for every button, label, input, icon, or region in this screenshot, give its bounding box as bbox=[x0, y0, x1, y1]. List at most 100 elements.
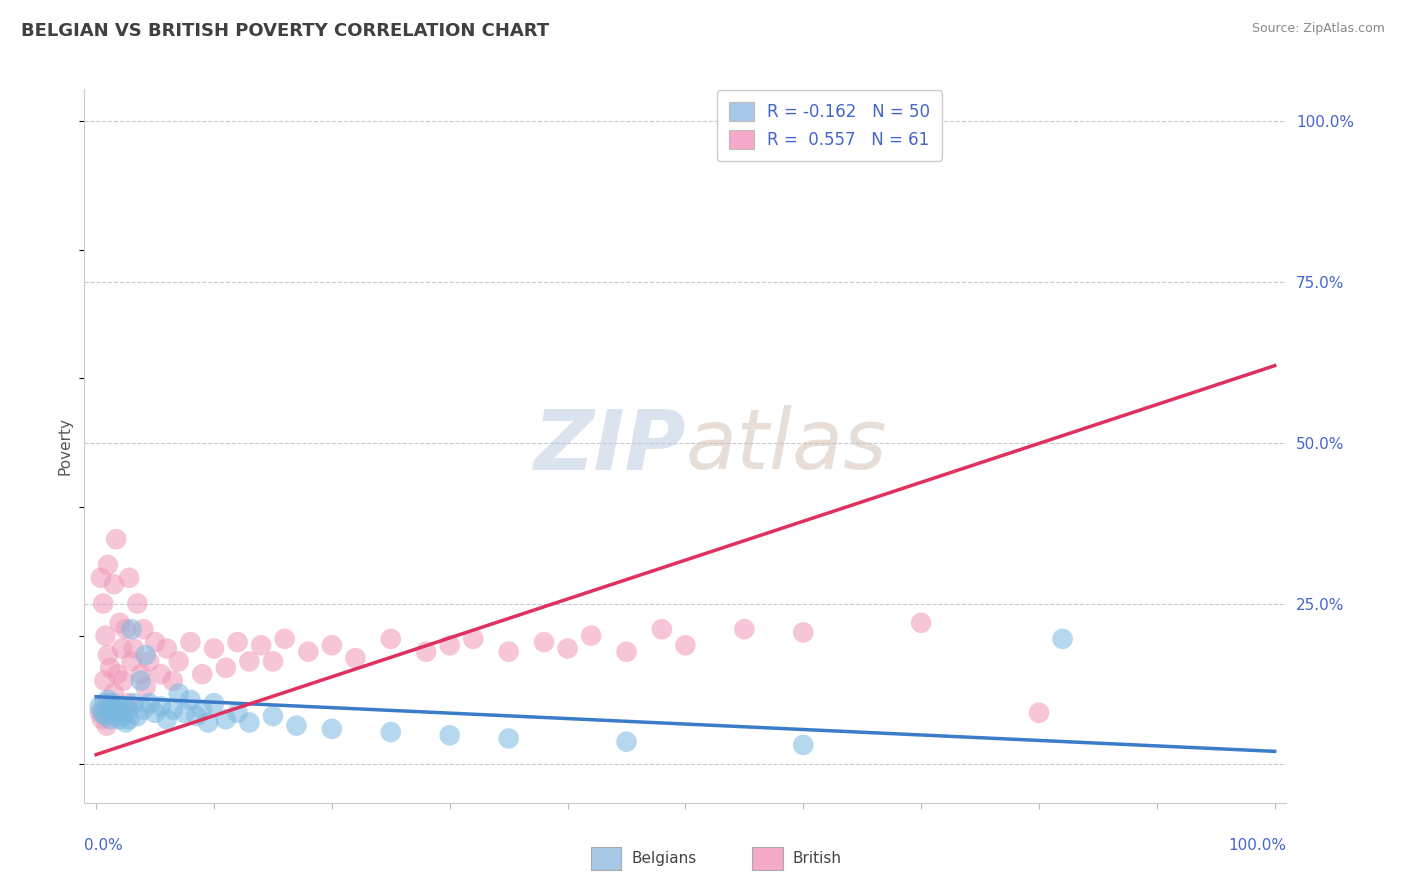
Point bbox=[191, 702, 214, 716]
Point bbox=[118, 712, 141, 726]
Text: BELGIAN VS BRITISH POVERTY CORRELATION CHART: BELGIAN VS BRITISH POVERTY CORRELATION C… bbox=[21, 22, 550, 40]
Point bbox=[262, 654, 284, 668]
Point bbox=[215, 661, 238, 675]
Point bbox=[97, 693, 120, 707]
Point bbox=[105, 709, 128, 723]
Point bbox=[103, 706, 125, 720]
Y-axis label: Poverty: Poverty bbox=[58, 417, 73, 475]
Point bbox=[297, 645, 319, 659]
Point bbox=[97, 558, 120, 572]
Point bbox=[127, 709, 149, 723]
Point bbox=[132, 702, 155, 716]
Point bbox=[91, 597, 114, 611]
Point bbox=[439, 728, 461, 742]
Point bbox=[129, 667, 152, 681]
Point bbox=[121, 622, 143, 636]
Point bbox=[321, 722, 343, 736]
Point bbox=[415, 645, 437, 659]
Point bbox=[179, 635, 201, 649]
Point bbox=[162, 673, 184, 688]
Text: Belgians: Belgians bbox=[631, 851, 696, 866]
Point bbox=[100, 699, 122, 714]
Point bbox=[156, 712, 179, 726]
Point bbox=[135, 648, 157, 662]
Point bbox=[321, 638, 343, 652]
Point bbox=[114, 699, 136, 714]
Point bbox=[122, 696, 145, 710]
Point bbox=[1028, 706, 1050, 720]
Point bbox=[167, 654, 190, 668]
Point bbox=[733, 622, 755, 636]
Legend: R = -0.162   N = 50, R =  0.557   N = 61: R = -0.162 N = 50, R = 0.557 N = 61 bbox=[717, 90, 942, 161]
Point bbox=[380, 725, 402, 739]
Point bbox=[1052, 632, 1074, 646]
Point bbox=[143, 635, 166, 649]
Point bbox=[117, 702, 139, 716]
Point bbox=[97, 648, 120, 662]
Point bbox=[108, 615, 131, 630]
Point bbox=[162, 702, 184, 716]
Point bbox=[792, 625, 814, 640]
Point bbox=[463, 632, 485, 646]
Point bbox=[616, 735, 638, 749]
Point bbox=[238, 715, 260, 730]
Point bbox=[114, 622, 136, 636]
Point bbox=[103, 696, 125, 710]
Text: 100.0%: 100.0% bbox=[1229, 838, 1286, 854]
Point bbox=[90, 571, 112, 585]
Point bbox=[285, 719, 308, 733]
Point bbox=[143, 706, 166, 720]
Point bbox=[792, 738, 814, 752]
Point bbox=[121, 654, 143, 668]
Point bbox=[103, 686, 125, 700]
Point bbox=[103, 577, 125, 591]
Point bbox=[105, 533, 128, 547]
Point bbox=[89, 706, 111, 720]
Point bbox=[202, 696, 225, 710]
Point bbox=[498, 731, 520, 746]
Point bbox=[89, 699, 111, 714]
Point bbox=[112, 709, 135, 723]
Point bbox=[226, 635, 249, 649]
Point bbox=[118, 571, 141, 585]
Point bbox=[93, 696, 115, 710]
Point bbox=[108, 706, 131, 720]
Point bbox=[117, 696, 139, 710]
Point bbox=[616, 645, 638, 659]
Point bbox=[98, 661, 121, 675]
Point bbox=[202, 641, 225, 656]
Point bbox=[132, 622, 155, 636]
Point bbox=[557, 641, 579, 656]
Point bbox=[100, 699, 122, 714]
Point bbox=[215, 712, 238, 726]
Point bbox=[262, 709, 284, 723]
Point bbox=[179, 693, 201, 707]
Point bbox=[108, 699, 131, 714]
Point bbox=[108, 712, 131, 726]
Point bbox=[138, 696, 160, 710]
Point bbox=[91, 706, 114, 720]
Text: ZIP: ZIP bbox=[533, 406, 686, 486]
Point bbox=[156, 641, 179, 656]
Point bbox=[93, 673, 115, 688]
Point bbox=[112, 673, 135, 688]
Point bbox=[105, 667, 128, 681]
Point bbox=[533, 635, 555, 649]
Point bbox=[439, 638, 461, 652]
Point bbox=[910, 615, 932, 630]
Point bbox=[127, 597, 149, 611]
Point bbox=[138, 654, 160, 668]
Point bbox=[105, 702, 128, 716]
Point bbox=[167, 686, 190, 700]
Point bbox=[197, 715, 219, 730]
Point bbox=[91, 712, 114, 726]
Point bbox=[111, 706, 134, 720]
Text: British: British bbox=[793, 851, 842, 866]
Point bbox=[129, 673, 152, 688]
Point bbox=[149, 667, 172, 681]
Text: Source: ZipAtlas.com: Source: ZipAtlas.com bbox=[1251, 22, 1385, 36]
Point bbox=[111, 641, 134, 656]
Point bbox=[675, 638, 697, 652]
Point bbox=[122, 641, 145, 656]
Point bbox=[94, 709, 117, 723]
